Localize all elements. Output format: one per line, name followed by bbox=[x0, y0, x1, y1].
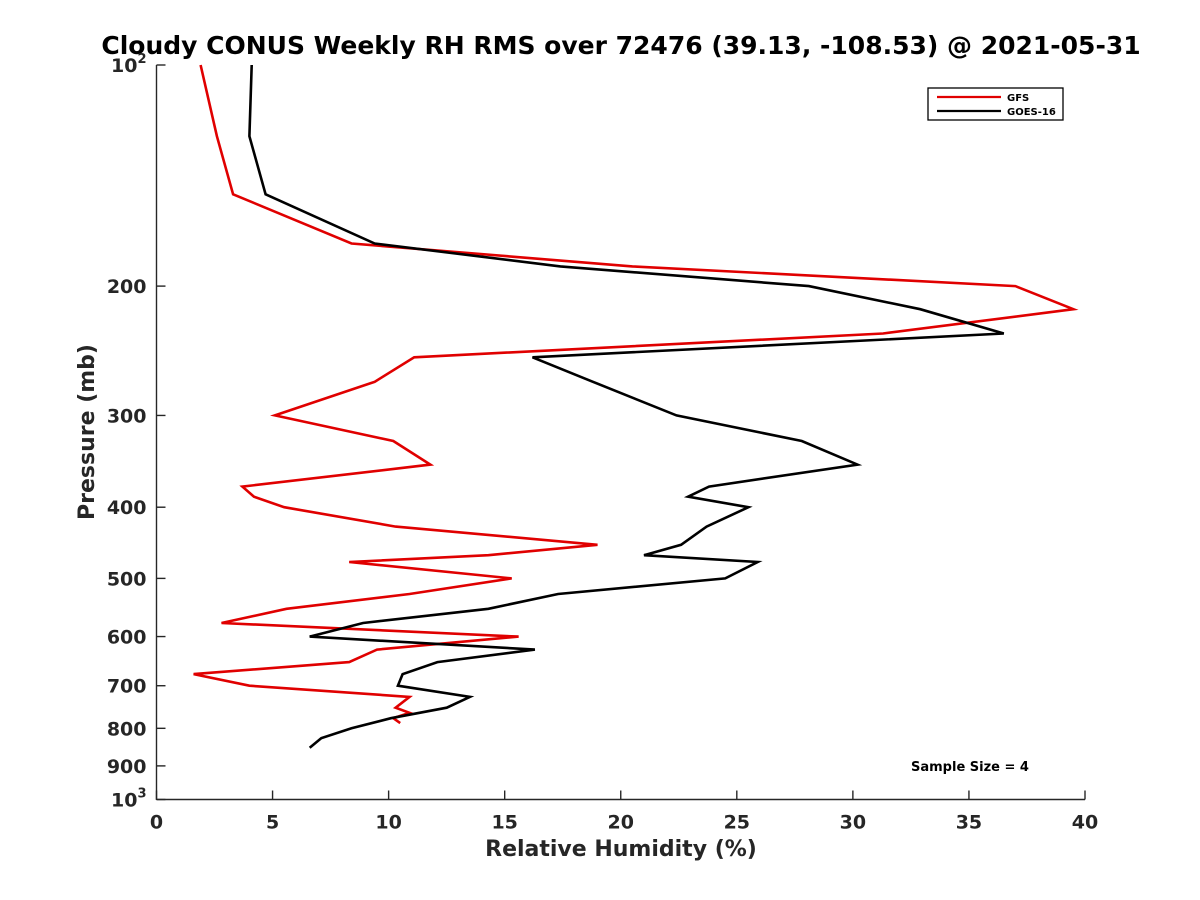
series-layer bbox=[193, 64, 1079, 749]
y-tick-label-500: 500 bbox=[107, 568, 147, 590]
y-tick-label-100: 102 bbox=[111, 52, 147, 77]
x-axis-label: Relative Humidity (%) bbox=[485, 837, 757, 862]
legend-gfs-label: GFS bbox=[1007, 93, 1029, 104]
legend-box bbox=[927, 87, 1064, 121]
chart-title: Cloudy CONUS Weekly RH RMS over 72476 (3… bbox=[101, 31, 1140, 60]
series-line-gfs bbox=[193, 64, 1079, 725]
y-tick-label-200: 200 bbox=[107, 276, 147, 298]
x-tick-label-10: 10 bbox=[375, 812, 401, 834]
y-axis-ticks: 102 200 300 400 500 600 700 800 900 103 bbox=[107, 52, 166, 812]
series-line-goes16 bbox=[248, 64, 1005, 749]
y-axis-label: Pressure (mb) bbox=[75, 344, 100, 520]
x-tick-label-25: 25 bbox=[724, 812, 750, 834]
y-tick-label-400: 400 bbox=[107, 497, 147, 519]
x-tick-label-0: 0 bbox=[150, 812, 163, 834]
y-tick-label-900: 900 bbox=[107, 756, 147, 778]
x-tick-label-35: 35 bbox=[956, 812, 982, 834]
plot-area: 0 5 10 15 20 25 30 35 40 102 200 300 400 500 600 700 80… bbox=[107, 52, 1098, 834]
legend-goes16-label: GOES-16 bbox=[1007, 107, 1056, 118]
y-tick-label-700: 700 bbox=[107, 676, 147, 698]
x-tick-label-20: 20 bbox=[608, 812, 634, 834]
y-tick-label-800: 800 bbox=[107, 718, 147, 740]
y-tick-label-300: 300 bbox=[107, 405, 147, 427]
x-tick-label-30: 30 bbox=[840, 812, 866, 834]
sample-size-annotation: Sample Size = 4 bbox=[911, 760, 1029, 775]
y-tick-label-600: 600 bbox=[107, 627, 147, 649]
x-tick-label-5: 5 bbox=[266, 812, 279, 834]
legend: GFS GOES-16 bbox=[927, 87, 1064, 121]
x-tick-label-15: 15 bbox=[491, 812, 517, 834]
x-tick-label-40: 40 bbox=[1072, 812, 1098, 834]
x-axis-ticks: 0 5 10 15 20 25 30 35 40 bbox=[150, 790, 1098, 834]
y-tick-label-1000: 103 bbox=[111, 787, 147, 812]
